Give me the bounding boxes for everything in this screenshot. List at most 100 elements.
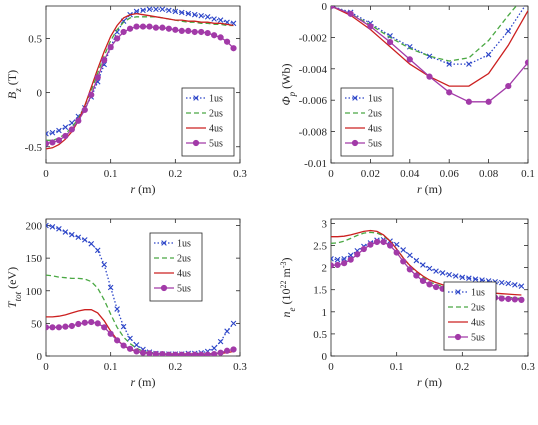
data-point-5us — [347, 256, 354, 263]
data-point-1us — [191, 11, 198, 18]
data-point-5us — [120, 28, 127, 36]
data-point-1us — [179, 9, 185, 16]
data-point-5us — [146, 23, 153, 30]
y-tick-label: -0.008 — [299, 127, 328, 139]
legend-label-5us: 5us — [209, 139, 223, 150]
legend-marker-5us — [454, 333, 462, 341]
data-point-5us — [198, 351, 205, 356]
data-point-1us — [505, 280, 512, 287]
data-point-5us — [81, 319, 88, 326]
y-axis-label: Bz (T) — [5, 70, 23, 99]
chart-panel-4: 0 0.1 0.2 0.3 0 0.5 1 1.5 2 2.5 3 r (m) ne (1022 m-3… — [279, 218, 536, 389]
data-point-5us — [406, 266, 413, 273]
data-point-1us — [146, 6, 153, 13]
legend-marker-1us — [193, 95, 199, 101]
x-axis-label: r (m) — [131, 375, 156, 389]
legend-marker-1us — [352, 95, 358, 101]
data-point-5us — [107, 330, 114, 337]
data-point-5us — [133, 23, 140, 30]
chart-panel-3: 0 0.1 0.2 0.3 0 50 100 150 200 r (m) Ttot (eV) 1us 2… — [5, 218, 247, 389]
x-tick-label: 0.2 — [455, 361, 469, 373]
data-point-5us — [126, 25, 134, 32]
x-tick-label: 0.1 — [521, 168, 535, 180]
data-point-1us — [56, 127, 62, 134]
y-axis-label-part: (eV) — [5, 267, 19, 292]
data-point-1us — [101, 261, 107, 268]
data-point-5us — [413, 272, 420, 279]
legend-label-1us: 1us — [177, 239, 191, 250]
data-point-5us — [223, 347, 231, 354]
data-point-5us — [331, 6, 335, 10]
data-point-1us — [88, 241, 95, 247]
data-point-5us — [152, 24, 160, 31]
y-tick-label: -0.002 — [299, 32, 327, 44]
data-point-5us — [505, 295, 512, 303]
legend-label-4us: 4us — [368, 124, 382, 135]
data-point-5us — [465, 98, 472, 105]
data-point-5us — [387, 39, 394, 46]
series-line-2us — [331, 6, 517, 62]
y-axis-label-part: (10 — [279, 289, 293, 308]
data-point-1us — [466, 61, 472, 67]
series-2us — [46, 16, 234, 141]
y-axis-label-part: (T) — [5, 70, 19, 88]
data-point-5us — [204, 351, 211, 356]
data-point-5us — [49, 324, 56, 331]
data-point-5us — [126, 345, 134, 352]
data-point-5us — [68, 126, 75, 133]
data-point-5us — [185, 27, 192, 35]
legend-label-4us: 4us — [209, 124, 223, 135]
data-point-1us — [69, 231, 75, 238]
y-tick-label: 0.5 — [313, 329, 327, 341]
y-tick-label: 1 — [322, 307, 328, 319]
y-axis-label-part: e — [287, 308, 297, 312]
data-point-5us — [360, 245, 367, 253]
legend-label-1us: 1us — [471, 288, 485, 299]
data-point-1us — [159, 6, 166, 13]
series-2us — [331, 6, 517, 62]
series-line-2us — [331, 231, 522, 300]
data-point-1us — [82, 237, 88, 243]
series-line-1us — [331, 6, 526, 65]
data-point-5us — [88, 318, 95, 326]
y-axis-label: Ttot (eV) — [5, 267, 23, 308]
y-tick-label: -0.004 — [299, 64, 328, 76]
x-tick-label: 0 — [328, 168, 334, 180]
data-point-1us — [472, 276, 479, 282]
legend-label-1us: 1us — [368, 94, 382, 105]
y-tick-label: 2 — [322, 263, 328, 275]
y-tick-label: 3 — [322, 218, 328, 230]
data-point-5us — [406, 56, 413, 63]
data-point-1us — [433, 268, 439, 274]
data-point-1us — [400, 247, 407, 253]
data-point-1us — [512, 282, 518, 288]
series-line-2us — [46, 16, 234, 141]
data-point-5us — [393, 249, 400, 256]
data-point-5us — [172, 351, 179, 356]
data-point-5us — [524, 59, 528, 66]
data-point-5us — [198, 28, 205, 36]
legend-label-2us: 2us — [368, 109, 382, 120]
plot-frame — [45, 218, 241, 357]
y-axis-label-part: -3 — [279, 261, 288, 268]
legend-box — [340, 87, 394, 157]
legend-marker-5us — [351, 139, 359, 147]
data-point-1us — [224, 328, 230, 334]
data-point-1us — [172, 8, 179, 15]
data-point-5us — [88, 91, 95, 98]
data-point-1us — [198, 12, 204, 19]
x-axis-label-part: (m) — [135, 182, 155, 196]
x-tick-label: 0.04 — [400, 168, 420, 180]
data-point-5us — [380, 238, 387, 246]
x-tick-label: 0.1 — [104, 361, 118, 373]
x-tick-label: 0.3 — [521, 361, 535, 373]
data-point-1us — [107, 284, 114, 291]
data-point-1us — [75, 234, 82, 241]
data-point-5us — [139, 349, 147, 356]
y-tick-label: 0 — [322, 1, 328, 13]
data-point-1us — [518, 283, 525, 289]
legend-label-1us: 1us — [209, 94, 223, 105]
x-axis-label-part: (m) — [422, 182, 442, 196]
legend: 1us 2us 4us 5us — [149, 232, 203, 302]
